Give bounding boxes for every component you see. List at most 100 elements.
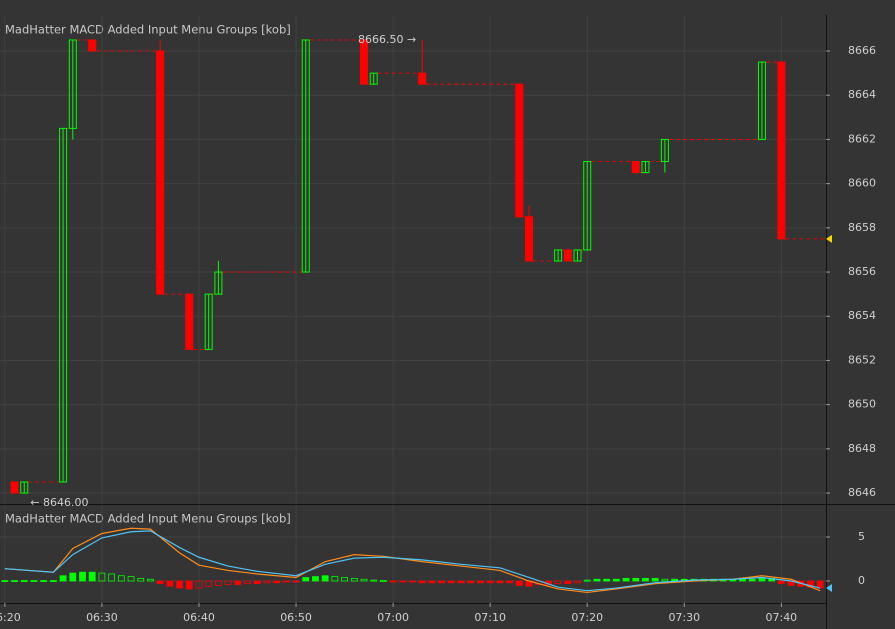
last-price-marker (826, 234, 832, 243)
y-tick-label: 8666 (848, 44, 876, 57)
histogram-bar (457, 580, 465, 584)
histogram-bar (554, 580, 562, 585)
histogram-bar (447, 580, 455, 584)
histogram-bar (69, 572, 77, 582)
candle-body (515, 83, 524, 218)
histogram-bar (739, 578, 746, 582)
y-tick-label: 5 (858, 530, 865, 543)
candle-body (68, 39, 77, 129)
histogram-bar (263, 580, 271, 584)
x-tick-label: 06:40 (183, 611, 215, 624)
candle-body (777, 61, 786, 240)
histogram-bar (282, 580, 290, 583)
histogram-bar (137, 577, 145, 582)
histogram-bar (583, 579, 591, 582)
histogram-bar (642, 577, 649, 582)
histogram-bar (88, 571, 96, 582)
macd-title: MadHatter MACD Added Input Menu Groups [… (5, 512, 291, 526)
histogram-bar (302, 577, 310, 582)
histogram-bar (496, 580, 504, 584)
histogram-bar (79, 571, 86, 582)
histogram-bar (156, 580, 164, 585)
histogram-bar (195, 580, 203, 589)
candle-body (563, 249, 572, 262)
histogram-bar (661, 578, 669, 582)
histogram-bar (234, 580, 242, 585)
histogram-bar (477, 580, 484, 584)
candle-body (88, 39, 97, 52)
x-tick-label: 06:50 (280, 611, 312, 624)
histogram-bar (244, 580, 251, 585)
histogram-bar (748, 578, 756, 582)
histogram-bar (777, 580, 785, 585)
histogram-bar (515, 580, 523, 586)
candle-body (359, 39, 368, 85)
candle-body (369, 72, 378, 85)
y-tick-label: 8652 (848, 353, 876, 366)
histogram-bar (379, 580, 387, 582)
y-tick-label: 8662 (848, 132, 876, 145)
histogram-bar (40, 580, 48, 582)
histogram-bar (20, 580, 28, 582)
x-tick-label: 07:40 (765, 611, 797, 624)
candle-body (660, 138, 669, 163)
y-tick-label: 8648 (848, 442, 876, 455)
histogram-bar (506, 580, 513, 584)
histogram-bar (603, 578, 611, 582)
histogram-bar (205, 580, 213, 587)
histogram-bar (574, 580, 581, 584)
y-tick-label: 8664 (848, 88, 876, 101)
histogram-bar (409, 580, 416, 583)
annotation: ← 8646.00 (30, 496, 88, 509)
histogram-bar (292, 580, 300, 583)
candle-body (631, 161, 640, 174)
histogram-bar (321, 575, 329, 582)
histogram-bar (816, 580, 824, 589)
y-tick-label: 8658 (848, 221, 876, 234)
candle-body (641, 161, 650, 174)
histogram-bar (418, 580, 426, 584)
histogram-bar (370, 579, 378, 582)
histogram-bar (651, 577, 659, 582)
histogram-bar (467, 580, 475, 584)
y-tick-label: 8660 (848, 177, 876, 190)
histogram-bar (593, 578, 601, 582)
candle-body (204, 293, 213, 350)
y-tick-label: 0 (858, 574, 865, 587)
candle-body (185, 293, 194, 350)
histogram-bar (564, 580, 572, 585)
y-tick-label: 8654 (848, 309, 876, 322)
annotation: 8666.50 → (358, 33, 416, 46)
histogram-bar (758, 577, 766, 582)
candle-body (59, 127, 68, 483)
macd-line (4, 527, 821, 594)
histogram-bar (108, 573, 116, 582)
histogram-bar (214, 580, 222, 586)
histogram-bar (312, 576, 319, 582)
x-tick-label: 06:20 (0, 611, 21, 624)
x-tick-label: 07:20 (571, 611, 603, 624)
candle-body (214, 271, 223, 295)
histogram-bar (331, 576, 339, 582)
candle-body (20, 481, 29, 494)
histogram-bar (273, 580, 281, 584)
histogram-bar (1, 580, 9, 582)
candle-body (301, 39, 310, 273)
y-tick-label: 8646 (848, 486, 876, 499)
x-tick-label: 07:10 (474, 611, 506, 624)
candle-body (418, 72, 427, 85)
histogram-bar (632, 577, 640, 582)
histogram-bar (350, 577, 358, 582)
histogram-bar (389, 580, 397, 583)
candle-body (10, 481, 19, 494)
histogram-bar (49, 580, 57, 582)
histogram-bar (147, 578, 154, 582)
histogram-bar (341, 577, 348, 582)
candle-body (156, 50, 165, 295)
candle-body (573, 249, 582, 262)
candle-body (583, 161, 592, 251)
histogram-bar (428, 580, 436, 584)
x-tick-label: 06:30 (86, 611, 118, 624)
